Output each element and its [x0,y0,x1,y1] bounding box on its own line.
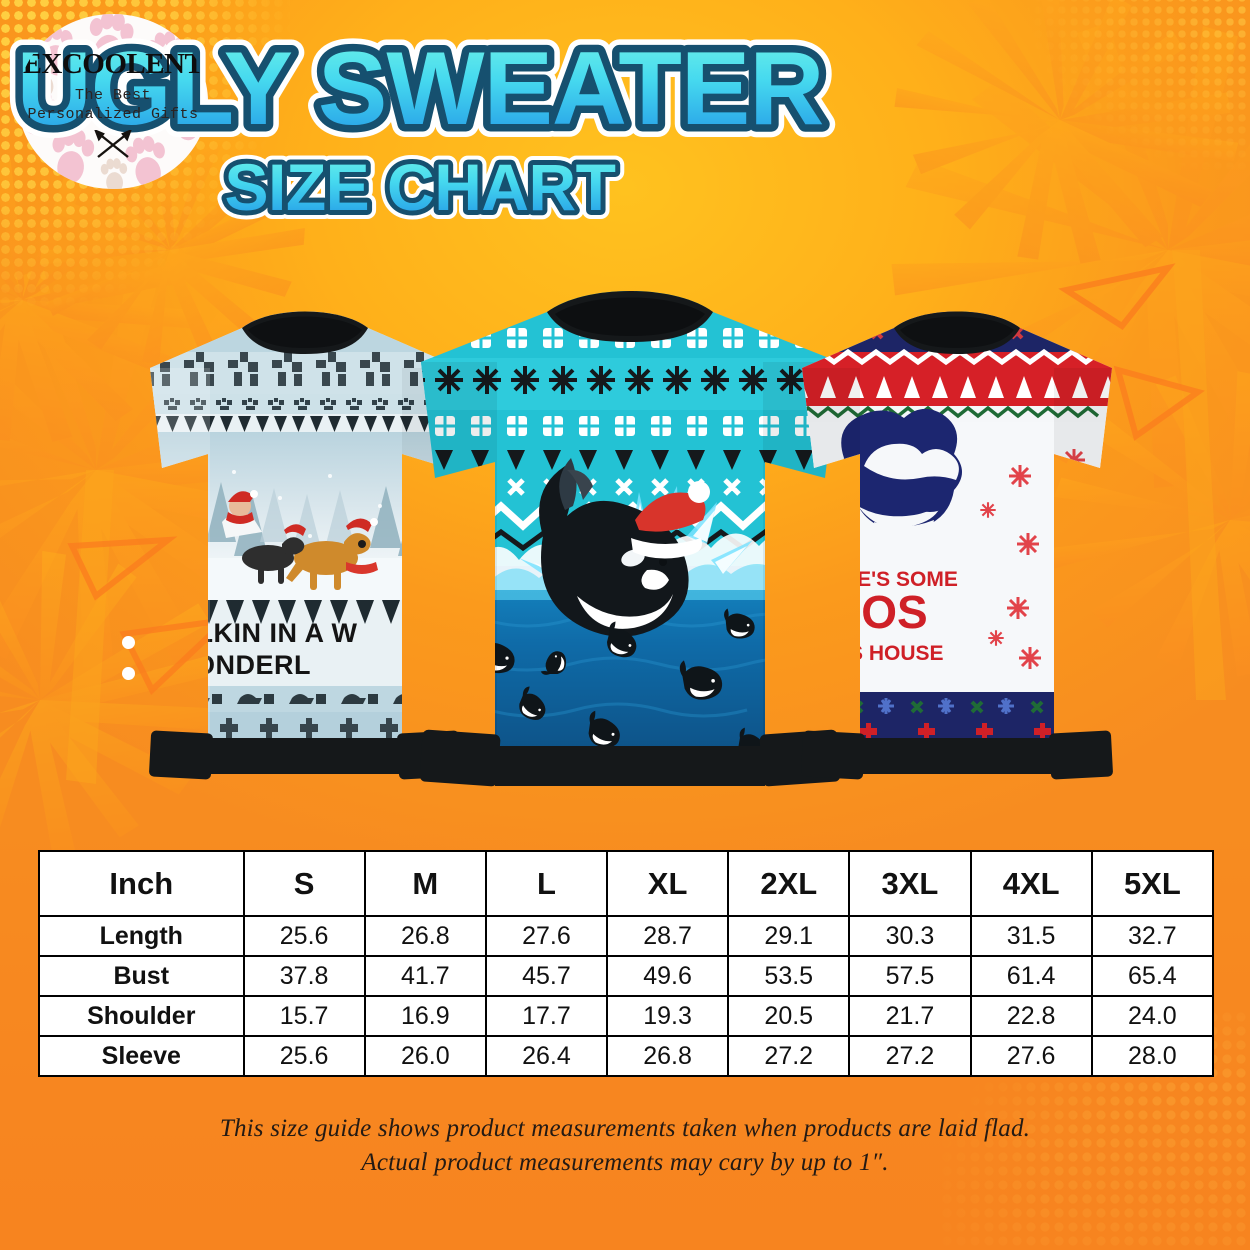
cell-shoulder-4xl: 22.8 [969,995,1093,1037]
cell-shoulder-2xl: 20.5 [727,995,851,1037]
column-header-xl: XL [606,850,730,917]
cell-sleeve-3xl: 27.2 [848,1035,972,1077]
cell-shoulder-s: 15.7 [242,995,366,1037]
cell-shoulder-5xl: 24.0 [1090,995,1215,1037]
cell-length-2xl: 29.1 [727,915,851,957]
decor-dot-2 [122,667,135,680]
cell-shoulder-m: 16.9 [363,995,487,1037]
table-row: Sleeve 25.6 26.0 26.4 26.8 27.2 27.2 27.… [38,1035,1215,1077]
cell-bust-2xl: 53.5 [727,955,851,997]
column-header-5xl: 5XL [1090,850,1215,917]
row-label-shoulder: Shoulder [38,995,245,1037]
svg-text:SIZE CHART: SIZE CHART [225,154,616,222]
cell-shoulder-3xl: 21.7 [848,995,972,1037]
svg-text:SIZE CHART: SIZE CHART [225,154,616,222]
svg-text:UGLY SWEATER: UGLY SWEATER [17,34,824,146]
decor-dot-1 [122,636,135,649]
cell-length-3xl: 30.3 [848,915,972,957]
cell-length-s: 25.6 [242,915,366,957]
svg-text:ERE'S SOME: ERE'S SOME [828,568,958,591]
cell-shoulder-l: 17.7 [484,995,609,1037]
column-header-3xl: 3XL [848,850,972,917]
row-label-bust: Bust [38,955,245,997]
brand-name: EXCOOLENT [22,47,204,80]
cell-bust-4xl: 61.4 [969,955,1093,997]
unit-label: Inch [38,850,245,917]
column-header-2xl: 2XL [727,850,851,917]
cell-sleeve-xl: 26.8 [606,1035,730,1077]
row-label-length: Length [38,915,245,957]
table-row: Bust 37.8 41.7 45.7 49.6 53.5 57.5 61.4 … [38,955,1215,997]
cell-length-m: 26.8 [363,915,487,957]
cell-sleeve-4xl: 27.6 [969,1035,1093,1077]
table-row: Shoulder 15.7 16.9 17.7 19.3 20.5 21.7 2… [38,995,1215,1037]
size-chart-table: Inch S M L XL 2XL 3XL 4XL 5XL Length 25.… [38,850,1215,1077]
svg-text:WALKIN IN A W: WALKIN IN A W [152,618,357,648]
column-header-4xl: 4XL [969,850,1093,917]
title-line-1: UGLY SWEATER UGLY SWEATER UGLY SWEATER [4,34,838,146]
brand-tagline-1: The Best [74,86,151,104]
cell-length-4xl: 31.5 [969,915,1093,957]
cell-bust-5xl: 65.4 [1090,955,1215,997]
cell-length-5xl: 32.7 [1090,915,1215,957]
cell-sleeve-m: 26.0 [363,1035,487,1077]
cell-bust-s: 37.8 [242,955,366,997]
crossed-arrows-icon [94,129,132,158]
column-header-m: M [363,850,487,917]
product-image-santa-hos-sweater[interactable]: ERE'S SOME HOS HIS HOUSE [782,290,1132,810]
cell-sleeve-2xl: 27.2 [727,1035,851,1077]
cell-sleeve-l: 26.4 [484,1035,609,1077]
svg-text:HIS HOUSE: HIS HOUSE [828,642,944,665]
svg-text:UGLY SWEATER: UGLY SWEATER [17,34,824,146]
cell-bust-l: 45.7 [484,955,609,997]
product-gallery: WALKIN IN A W WONDERL [0,270,1250,815]
cell-shoulder-xl: 19.3 [606,995,730,1037]
cell-bust-xl: 49.6 [606,955,730,997]
cell-length-xl: 28.7 [606,915,730,957]
cell-sleeve-5xl: 28.0 [1090,1035,1215,1077]
table-header-row: Inch S M L XL 2XL 3XL 4XL 5XL [38,850,1215,917]
cell-sleeve-s: 25.6 [242,1035,366,1077]
svg-text:UGLY SWEATER: UGLY SWEATER [17,34,824,146]
product-image-orca-sweater[interactable] [395,270,865,815]
column-header-s: S [242,850,366,917]
row-label-sleeve: Sleeve [38,1035,245,1077]
brand-logo: EXCOOLENT The Best Personalized Gifts [18,14,208,189]
page-title: UGLY SWEATER UGLY SWEATER UGLY SWEATER S… [0,34,1250,222]
svg-text:HOS: HOS [828,586,928,638]
brand-tagline-2: Personalized Gifts [27,105,199,123]
cell-bust-3xl: 57.5 [848,955,972,997]
table-row: Length 25.6 26.8 27.6 28.7 29.1 30.3 31.… [38,915,1215,957]
disclaimer-line-2: Actual product measurements may cary by … [361,1148,889,1176]
cell-bust-m: 41.7 [363,955,487,997]
cell-length-l: 27.6 [484,915,609,957]
svg-text:SIZE CHART: SIZE CHART [225,154,616,222]
title-line-2: SIZE CHART SIZE CHART SIZE CHART [216,154,626,222]
column-header-l: L [484,850,609,917]
svg-text:WONDERL: WONDERL [168,650,311,680]
disclaimer-line-1: This size guide shows product measuremen… [219,1115,1031,1142]
disclaimer: This size guide shows product measuremen… [0,1112,1250,1180]
